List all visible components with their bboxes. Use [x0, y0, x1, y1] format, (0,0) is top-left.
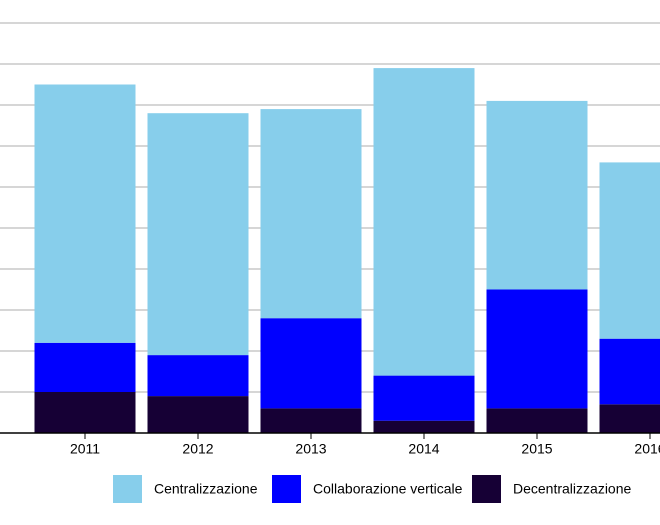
x-tick-label: 2014	[408, 441, 439, 457]
bar-segment	[260, 318, 362, 409]
legend-label: Decentralizzazione	[513, 481, 631, 497]
bar-segment	[599, 404, 660, 433]
bar-segment	[34, 392, 136, 433]
bar-segment	[260, 408, 362, 433]
legend-swatch	[113, 475, 142, 503]
x-tick-label: 2013	[295, 441, 326, 457]
bar-segment	[147, 396, 249, 433]
legend-swatch	[472, 475, 501, 503]
x-tick-label: 2012	[182, 441, 213, 457]
legend-label: Collaborazione verticale	[313, 481, 463, 497]
bar-segment	[599, 338, 660, 405]
bar-segment	[486, 408, 588, 433]
legend-label: Centralizzazione	[154, 481, 258, 497]
bar-segment	[147, 113, 249, 356]
bar-segment	[147, 355, 249, 397]
bar-segment	[34, 342, 136, 392]
x-tick-label: 2015	[521, 441, 552, 457]
bar-segment	[486, 289, 588, 409]
legend-swatch	[272, 475, 301, 503]
bar-segment	[34, 84, 136, 343]
bar-segment	[260, 109, 362, 319]
bar-segment	[373, 375, 475, 421]
x-tick-label: 2016	[634, 441, 660, 457]
bar-segment	[373, 68, 475, 376]
x-tick-label: 2011	[70, 441, 100, 457]
bar-segment	[486, 100, 588, 290]
bar-segment	[373, 420, 475, 433]
bar-segment	[599, 162, 660, 339]
